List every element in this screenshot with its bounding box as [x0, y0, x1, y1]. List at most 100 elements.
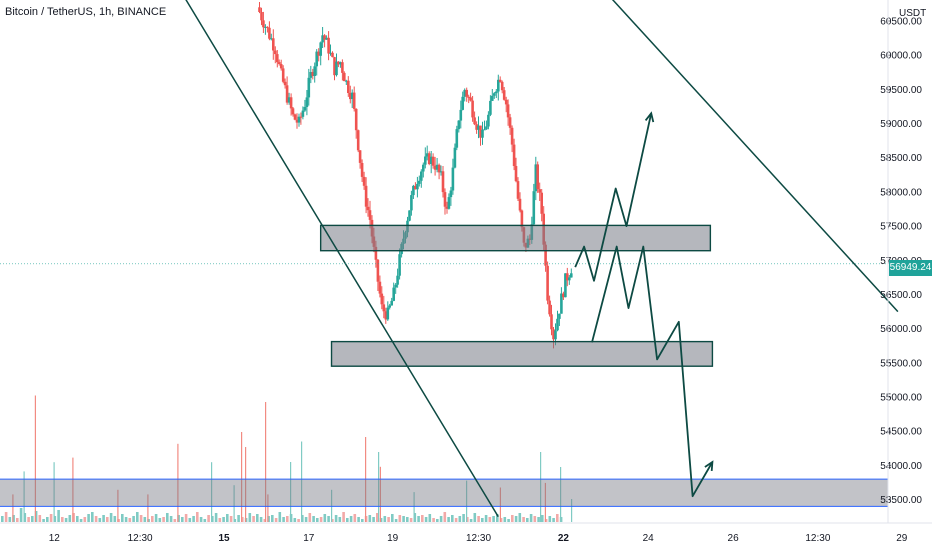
- candle-body: [451, 167, 455, 191]
- candle-body: [366, 206, 370, 211]
- candle-body: [277, 62, 281, 64]
- volume-bar: [469, 519, 473, 522]
- candle-body: [345, 80, 348, 82]
- price-tick-label: 55500.00: [880, 358, 922, 369]
- candle-body: [313, 66, 316, 76]
- level-zones: [0, 224, 888, 507]
- candle-body: [309, 72, 313, 78]
- candle-body: [556, 318, 559, 331]
- candle-body: [279, 64, 283, 69]
- volume-bar: [387, 517, 390, 522]
- volume-bar: [286, 516, 289, 522]
- candle-body: [437, 164, 441, 173]
- candle-body: [548, 300, 551, 315]
- volume-bar: [522, 517, 525, 522]
- candle-body: [497, 79, 500, 92]
- candle-body: [287, 97, 291, 103]
- time-tick-label: 24: [643, 533, 655, 544]
- volume-bar: [443, 512, 447, 522]
- symbol-title[interactable]: Bitcoin / TetherUS, 1h, BINANCE: [5, 6, 167, 18]
- volume-bar: [203, 519, 207, 522]
- volume-bar: [346, 518, 349, 522]
- volume-bar: [16, 518, 19, 522]
- volume-bar: [544, 519, 548, 522]
- candle-body: [485, 126, 488, 130]
- volume-bar: [94, 516, 98, 522]
- volume-bar: [68, 515, 72, 522]
- candle-body: [264, 26, 267, 28]
- volume-bar: [361, 519, 364, 522]
- volume-bar: [192, 516, 195, 522]
- candle-body: [268, 27, 271, 39]
- volume-bar: [229, 516, 233, 522]
- price-tick-label: 56000.00: [880, 324, 922, 335]
- volume-bar: [304, 517, 308, 522]
- volume-bar: [34, 395, 36, 522]
- volume-bar: [31, 516, 34, 522]
- candle-body: [297, 116, 301, 123]
- candle-body: [260, 12, 263, 21]
- candle-body: [362, 176, 366, 186]
- volume-bar: [301, 515, 304, 522]
- volume-bar: [544, 482, 546, 522]
- volume-bar: [72, 513, 75, 522]
- volume-bar: [428, 514, 432, 522]
- time-tick-label: 12:30: [128, 533, 153, 544]
- candle-body: [552, 329, 555, 340]
- volume-bar: [106, 517, 109, 522]
- volume-bar: [154, 514, 158, 522]
- candle-body: [382, 304, 386, 312]
- volume-bar: [267, 516, 270, 522]
- volume-bar: [353, 514, 357, 522]
- volume-bar: [379, 518, 383, 522]
- time-tick-label: 26: [728, 533, 740, 544]
- candle-body: [285, 85, 289, 103]
- price-tick-label: 55000.00: [880, 393, 922, 404]
- volume-bar: [12, 494, 14, 522]
- candle-body: [491, 95, 494, 101]
- candle-body: [538, 189, 541, 193]
- volume-bar: [259, 517, 263, 522]
- volume-bar: [245, 447, 247, 522]
- last-price-badge: 56949.24: [889, 260, 932, 276]
- candle-body: [477, 125, 480, 130]
- candle-body: [475, 124, 478, 130]
- candle-body: [443, 192, 447, 207]
- volume-bar: [79, 519, 83, 522]
- volume-bar: [27, 517, 30, 522]
- volume-bar: [507, 519, 510, 522]
- volume-bar: [316, 518, 319, 522]
- price-tick-label: 54000.00: [880, 461, 922, 472]
- candle-body: [266, 26, 269, 28]
- volume-bar: [421, 515, 424, 522]
- candle-body: [455, 129, 459, 148]
- volume-bar: [12, 515, 15, 522]
- candle-body: [347, 80, 350, 93]
- volume-bar: [402, 516, 405, 522]
- candle-body: [506, 104, 510, 118]
- candle-body: [447, 197, 451, 209]
- price-tick-label: 53500.00: [880, 495, 922, 506]
- volume-bar: [451, 515, 454, 522]
- volume-bar: [196, 512, 199, 522]
- volume-bar: [484, 515, 488, 522]
- candle-body: [514, 166, 518, 182]
- volume-bar: [349, 516, 353, 522]
- candle-body: [321, 35, 324, 43]
- volume-bar: [529, 514, 533, 522]
- candle-body: [504, 99, 508, 105]
- candle-body: [429, 156, 433, 164]
- candle-body: [449, 190, 453, 198]
- candle-body: [534, 164, 538, 192]
- volume-bar: [379, 466, 381, 522]
- volume-bar: [466, 480, 468, 522]
- volume-bar: [297, 519, 300, 522]
- volume-bar: [252, 516, 255, 522]
- volume-bar: [4, 512, 8, 522]
- price-tick-label: 60500.00: [880, 17, 922, 28]
- volume-bar: [237, 515, 240, 522]
- price-tick-label: 56500.00: [880, 290, 922, 301]
